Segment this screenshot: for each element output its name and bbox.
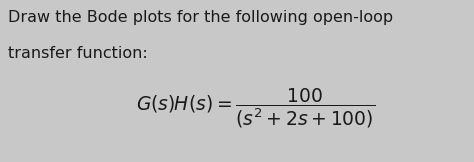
Text: $G(s)H(s) = \dfrac{100}{(s^2 + 2s + 100)}$: $G(s)H(s) = \dfrac{100}{(s^2 + 2s + 100)… bbox=[137, 86, 375, 130]
Text: Draw the Bode plots for the following open-loop: Draw the Bode plots for the following op… bbox=[8, 10, 393, 25]
Text: transfer function:: transfer function: bbox=[8, 46, 148, 61]
